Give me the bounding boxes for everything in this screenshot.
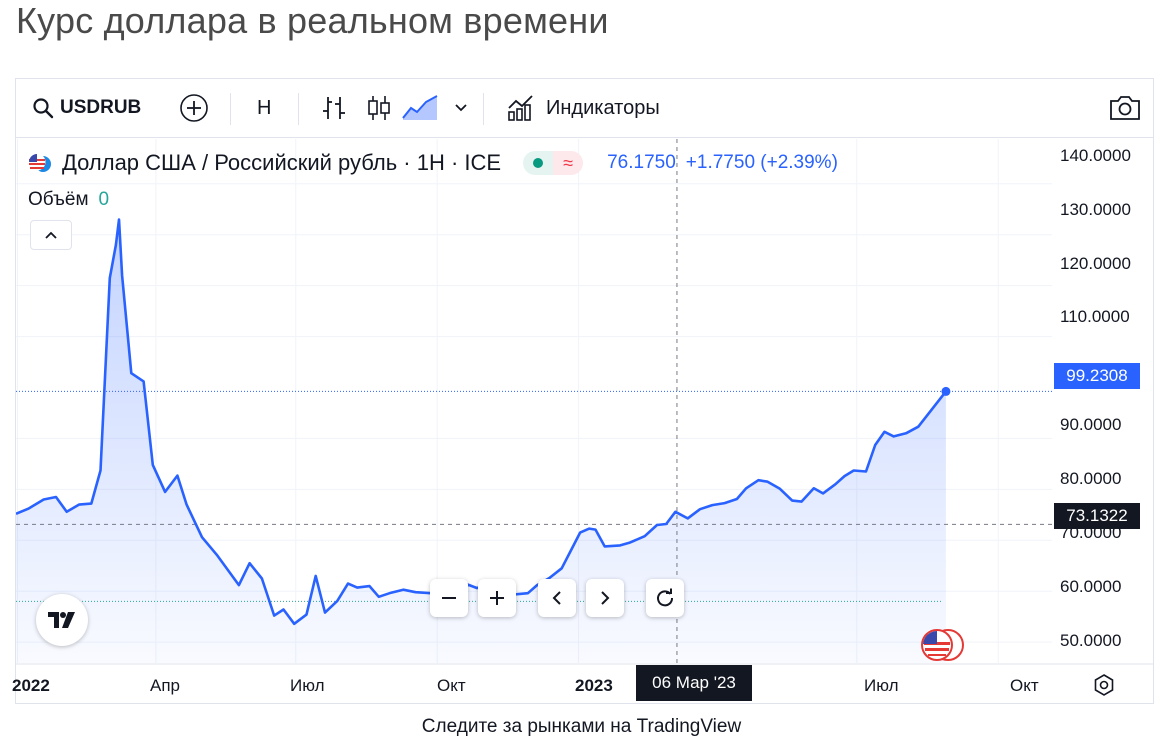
last-point-marker (941, 386, 951, 396)
x-tick-label: 2022 (12, 676, 50, 695)
x-tick-label: Апр (150, 676, 180, 695)
x-tick-label: Июл (290, 676, 325, 695)
candles-style-button[interactable] (366, 79, 392, 137)
chevron-down-icon (455, 104, 467, 112)
area-fill-path (16, 219, 946, 663)
zoom-out-button[interactable] (430, 579, 468, 617)
volume-label: Объём (28, 189, 89, 210)
x-tick-label: Окт (1010, 676, 1039, 695)
crosshair-date-tag: 06 Мар '23 (636, 665, 752, 701)
market-status-pill[interactable]: ≈ (523, 151, 584, 175)
chevron-right-icon (601, 591, 610, 605)
area-fill (16, 219, 946, 663)
y-tick-label: 120.0000 (1060, 254, 1131, 273)
series-line (16, 218, 951, 626)
x-tick-label: Июл (864, 676, 899, 695)
chevron-left-icon (552, 591, 561, 605)
toolbar: USDRUB H (16, 79, 1153, 138)
volume-value: 0 (98, 189, 110, 210)
y-tick-label: 110.0000 (1060, 307, 1130, 326)
symbol-search[interactable]: USDRUB (32, 79, 141, 137)
toolbar-divider (298, 93, 299, 125)
last-price-tag: 99.2308 (1054, 363, 1140, 389)
reset-chart-button[interactable] (646, 579, 684, 617)
y-tick-label: 50.0000 (1060, 631, 1122, 650)
interval-label: H (257, 96, 272, 119)
x-tick-label: 2023 (575, 676, 613, 695)
toolbar-divider (230, 93, 231, 125)
settings-icon (1094, 674, 1114, 696)
tradingview-logo-icon (48, 612, 75, 628)
search-icon (33, 98, 54, 119)
reset-icon (657, 588, 674, 607)
axis-settings-button[interactable] (1092, 673, 1116, 702)
delayed-data-icon: ≈ (553, 151, 584, 175)
volume-legend: Объём 0 (28, 189, 109, 211)
y-tick-label: 130.0000 (1060, 200, 1131, 219)
footer-text: Следите за рынками на TradingView (421, 716, 742, 737)
zoom-in-button[interactable] (478, 579, 516, 617)
y-tick-label: 80.0000 (1060, 469, 1122, 488)
candlestick-icon (368, 96, 390, 120)
bar-chart-icon (323, 97, 345, 119)
bars-style-button[interactable] (320, 79, 348, 137)
chart-widget: USDRUB H (12, 78, 1154, 704)
indicators-icon (508, 95, 533, 121)
page-title: Курс доллара в реальном времени (16, 0, 609, 41)
plus-icon (490, 591, 504, 605)
camera-icon (1110, 96, 1140, 120)
compare-button[interactable] (179, 79, 209, 137)
toolbar-divider (483, 93, 484, 125)
y-tick-label: 60.0000 (1060, 577, 1122, 596)
plus-circle-icon (180, 94, 208, 122)
symbol-label: USDRUB (60, 97, 142, 118)
legend-last-price: 76.1750 (607, 152, 676, 173)
interval-button[interactable]: H (257, 79, 271, 137)
chevron-up-icon (45, 231, 57, 239)
legend-change: +1.7750 (+2.39%) (685, 152, 838, 173)
chart-legend: Доллар США / Российский рубль · 1H · ICE… (28, 150, 838, 176)
currency-flags (920, 628, 966, 667)
scroll-left-button[interactable] (538, 579, 576, 617)
scroll-right-button[interactable] (586, 579, 624, 617)
us-flag-icon (921, 629, 964, 661)
market-open-icon (523, 151, 554, 175)
area-chart-icon (402, 95, 438, 120)
area-style-button[interactable] (402, 79, 438, 137)
x-tick-label: Окт (437, 676, 466, 695)
tradingview-logo[interactable] (36, 594, 88, 646)
indicators-label: Индикаторы (546, 96, 660, 119)
y-tick-label: 140.0000 (1060, 146, 1131, 165)
legend-title: Доллар США / Российский рубль · 1H · ICE (62, 150, 502, 175)
collapse-legend-button[interactable] (30, 220, 72, 250)
y-tick-label: 90.0000 (1060, 415, 1122, 434)
us-flag-icon (28, 153, 51, 172)
indicators-button[interactable]: Индикаторы (506, 79, 660, 137)
snapshot-button[interactable] (1108, 79, 1142, 137)
chart-style-dropdown[interactable] (454, 79, 468, 137)
crosshair-price-tag: 73.1322 (1054, 503, 1140, 529)
minus-icon (442, 597, 456, 599)
